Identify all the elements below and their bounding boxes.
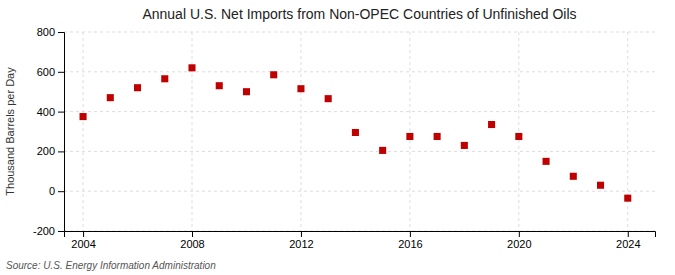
point <box>543 158 550 165</box>
y-grid-line <box>64 191 655 192</box>
point <box>461 142 468 149</box>
point <box>134 84 141 91</box>
x-grid-line <box>192 32 193 231</box>
x-tick-label: 2016 <box>398 238 422 250</box>
x-tick: 2012 <box>289 231 313 250</box>
marks <box>80 64 632 201</box>
y-tick-mark <box>58 151 64 152</box>
chart: 2004 2008 2012 2016 2020 2024 -200 0 200 400 600 80… <box>0 0 675 275</box>
point <box>188 64 195 71</box>
x-tick-label: 2024 <box>616 238 640 250</box>
y-axis: -200 0 200 400 600 800 <box>33 26 65 237</box>
point <box>597 182 604 189</box>
point <box>107 94 114 101</box>
x-tick-label: 2008 <box>180 238 204 250</box>
point <box>161 75 168 82</box>
x-tick: 2008 <box>180 231 204 250</box>
x-tick-mark <box>83 231 84 237</box>
y-axis-line <box>58 33 65 232</box>
annotation: Source: U.S. Energy Information Administ… <box>6 260 216 271</box>
y-tick-mark <box>58 72 64 73</box>
y-tick: 800 <box>37 26 64 38</box>
x-tick-mark <box>410 231 411 237</box>
x-grid-line <box>409 32 410 231</box>
point <box>216 82 223 89</box>
x-tick-label: 2012 <box>289 238 313 250</box>
y-grid-line <box>64 151 655 152</box>
x-axis: 2004 2008 2012 2016 2020 2024 <box>65 231 656 250</box>
y-tick-label: 600 <box>37 66 55 78</box>
point <box>352 129 359 136</box>
y-grid-line <box>64 32 655 33</box>
point <box>379 147 386 154</box>
x-tick-label: 2020 <box>507 238 531 250</box>
y-tick-label: -200 <box>33 225 55 237</box>
plot: 2004 2008 2012 2016 2020 2024 -200 0 200 400 600 80… <box>33 26 656 250</box>
x-grid-line <box>83 32 84 231</box>
point <box>570 173 577 180</box>
x-tick: 2004 <box>71 231 95 250</box>
x-tick: 2024 <box>616 231 640 250</box>
y-tick: 0 <box>49 185 64 197</box>
point <box>325 95 332 102</box>
y-tick-mark <box>58 231 64 232</box>
x-tick: 2020 <box>507 231 531 250</box>
x-tick-mark <box>628 231 629 237</box>
grid <box>64 32 655 231</box>
y-tick-label: 0 <box>49 185 55 197</box>
y-tick: 600 <box>37 66 64 78</box>
point <box>515 133 522 140</box>
x-tick: 2016 <box>398 231 422 250</box>
y-tick-mark <box>58 32 64 33</box>
point <box>270 71 277 78</box>
x-tick-mark <box>519 231 520 237</box>
title: Annual U.S. Net Imports from Non-OPEC Co… <box>142 6 576 22</box>
y-tick: 400 <box>37 106 64 118</box>
point <box>297 85 304 92</box>
point <box>488 121 495 128</box>
y-tick-label: 200 <box>37 145 55 157</box>
y-grid-line <box>64 71 655 72</box>
y-axis-title: Thousand Barrels per Day <box>4 67 16 196</box>
point <box>406 133 413 140</box>
point <box>80 113 87 120</box>
y-tick: -200 <box>33 225 64 237</box>
x-grid-line <box>518 32 519 231</box>
point <box>243 88 250 95</box>
y-tick: 200 <box>37 145 64 157</box>
y-tick-mark <box>58 112 64 113</box>
point <box>624 195 631 202</box>
x-tick-mark <box>192 231 193 237</box>
x-tick-mark <box>301 231 302 237</box>
x-axis-line <box>65 232 656 238</box>
y-tick-mark <box>58 191 64 192</box>
x-grid-line <box>300 32 301 231</box>
x-tick-label: 2004 <box>71 238 95 250</box>
y-tick-label: 800 <box>37 26 55 38</box>
y-grid-line <box>64 111 655 112</box>
y-tick-label: 400 <box>37 106 55 118</box>
point <box>434 133 441 140</box>
